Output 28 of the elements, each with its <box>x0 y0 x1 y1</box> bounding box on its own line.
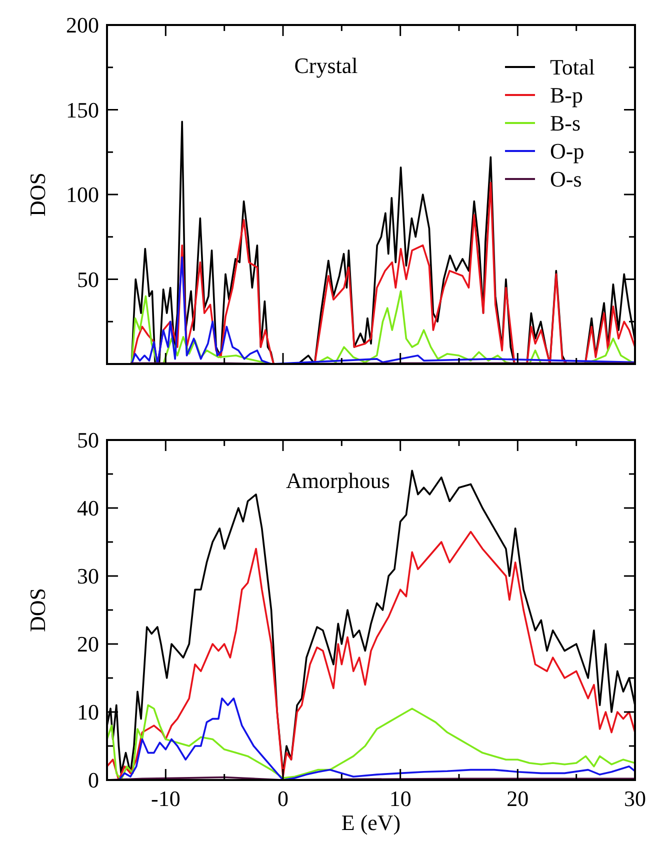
y-tick-label: 50 <box>77 428 99 453</box>
x-tick-label: 30 <box>624 786 646 811</box>
x-tick-label: -10 <box>151 786 180 811</box>
legend-label: Total <box>550 54 595 80</box>
legend-label: O-p <box>550 138 584 164</box>
y-tick-label: 40 <box>77 496 99 521</box>
y-axis-title: DOS <box>25 588 50 632</box>
legend-label: B-p <box>550 82 583 108</box>
y-tick-label: 0 <box>88 768 99 793</box>
text: Amorphous <box>286 468 390 493</box>
line-series <box>130 290 635 364</box>
legend-label: B-s <box>550 110 581 136</box>
y-tick-label: 150 <box>66 97 99 122</box>
y-tick-label: 50 <box>77 266 99 292</box>
y-axis-title: DOS <box>25 172 50 217</box>
line-series <box>107 530 635 780</box>
y-tick-label: 10 <box>77 700 99 725</box>
x-tick-label: 20 <box>506 786 529 811</box>
y-tick-label: 100 <box>66 182 99 208</box>
y-tick-label: 200 <box>66 12 99 38</box>
y-tick-label: 20 <box>77 632 99 657</box>
legend-label: O-s <box>550 166 582 192</box>
x-tick-label: 0 <box>278 786 288 811</box>
text: Crystal <box>294 53 358 78</box>
x-axis-title: E (eV) <box>341 810 401 835</box>
x-tick-label: 10 <box>389 786 412 811</box>
y-tick-label: 30 <box>77 564 99 589</box>
line-series <box>130 256 635 364</box>
